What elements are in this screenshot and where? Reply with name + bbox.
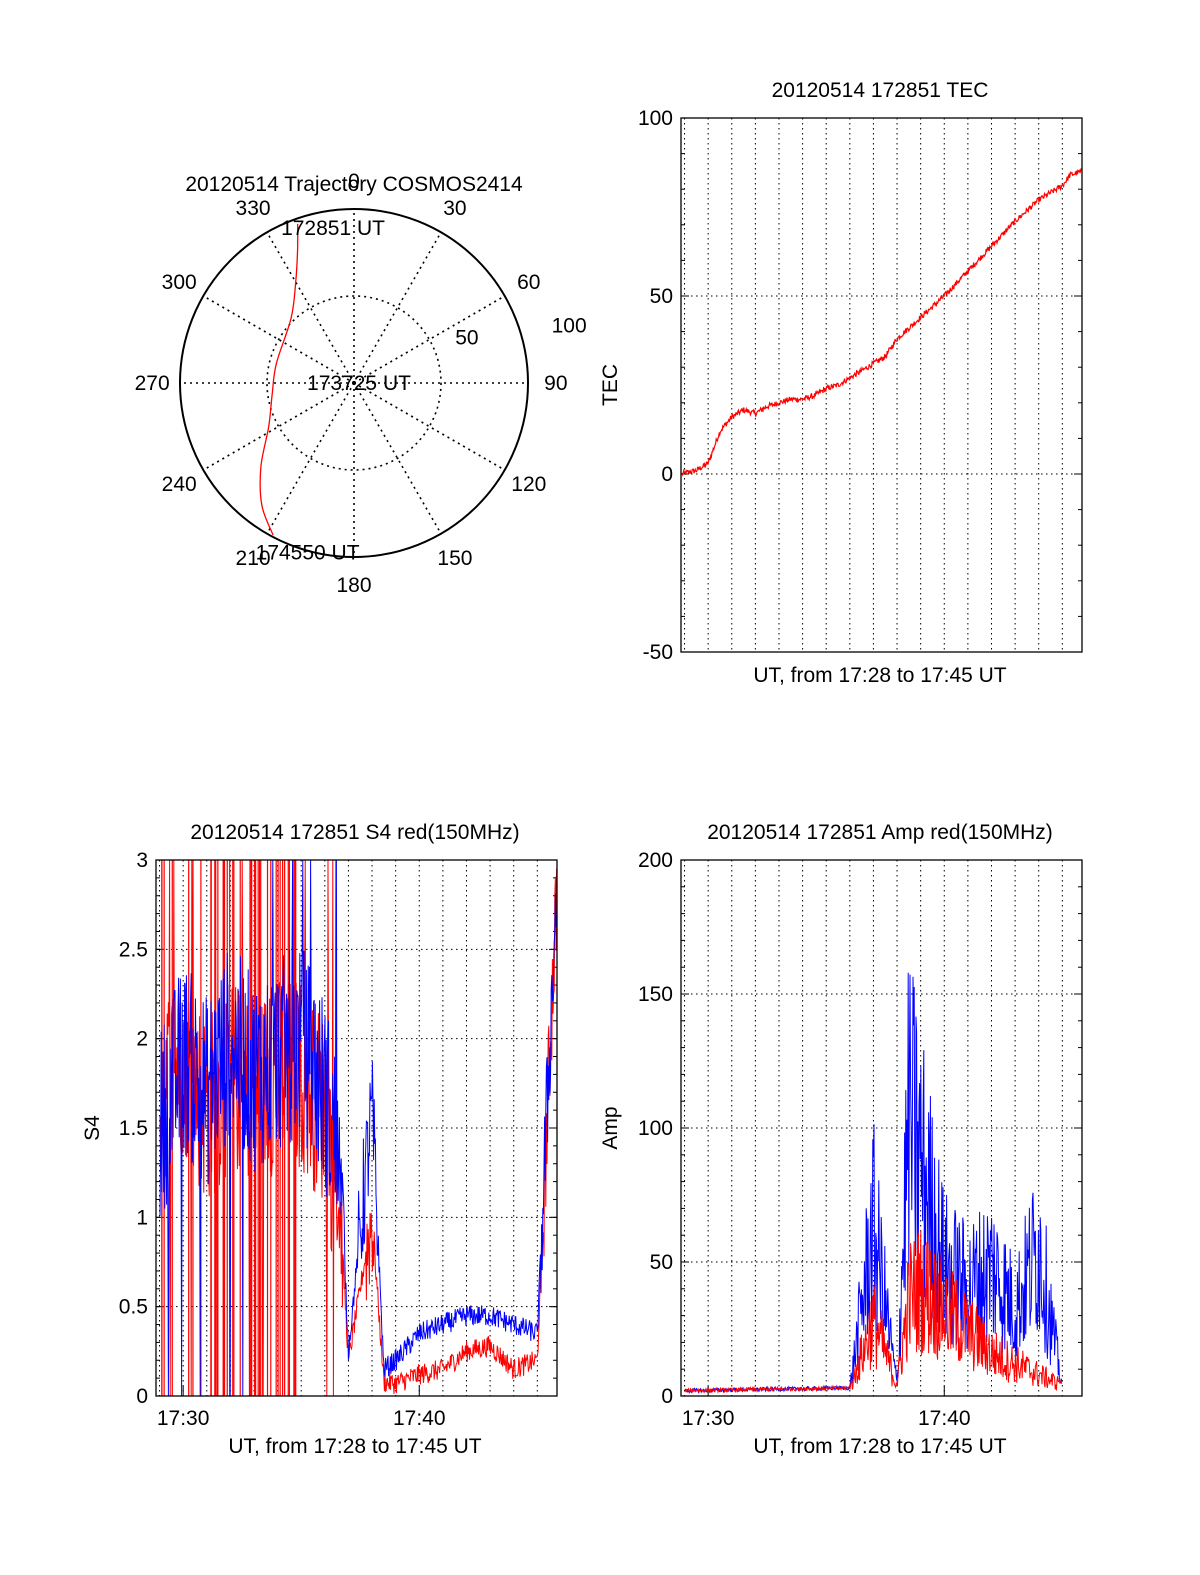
amp-panel: 20120514 172851 Amp red(150MHz) UT, from…: [599, 821, 1083, 1458]
y-tick-label: 200: [638, 849, 673, 872]
amp-xlabel: UT, from 17:28 to 17:45 UT: [753, 1435, 1006, 1458]
trajectory-mid-label: 173725 UT: [307, 372, 411, 395]
polar-spoke: [202, 295, 355, 384]
polar-azimuth-labels: 0 30 60 90 120 150 180 210 240 270 300 330: [135, 170, 568, 597]
polar-ring-labels: 50 100: [455, 314, 586, 349]
plot-frame: [155, 859, 558, 1397]
trajectory-end-label: 174550 UT: [256, 541, 360, 564]
y-tick-label: 1: [136, 1206, 148, 1229]
azimuth-label: 30: [443, 197, 466, 220]
azimuth-label: 240: [162, 473, 197, 496]
azimuth-label: 300: [162, 271, 197, 294]
x-tick-label: 17:40: [393, 1407, 446, 1430]
tec-panel: 20120514 172851 TEC UT, from 17:28 to 17…: [599, 79, 1083, 687]
polar-title: 20120514 Trajectory COSMOS2414: [185, 173, 523, 196]
amp-series-line: [684, 1230, 1063, 1394]
amp-title: 20120514 172851 Amp red(150MHz): [707, 821, 1053, 844]
y-tick-label: 150: [638, 983, 673, 1006]
y-tick-label: 0: [661, 463, 673, 486]
azimuth-label: 180: [336, 574, 371, 597]
x-tick-label: 17:30: [157, 1407, 210, 1430]
amp-ylabel: Amp: [599, 1106, 622, 1149]
azimuth-label: 330: [236, 197, 271, 220]
polar-grid: [180, 209, 528, 557]
azimuth-label: 270: [135, 372, 170, 395]
s4-ylabel: S4: [81, 1115, 104, 1141]
s4-series-line: [159, 859, 558, 1397]
plot-frame: [680, 117, 1083, 653]
tec-series-line: [681, 168, 1082, 477]
x-tick-label: 17:30: [682, 1407, 735, 1430]
azimuth-label: 90: [544, 372, 567, 395]
s4-panel: 20120514 172851 S4 red(150MHz) UT, from …: [81, 821, 558, 1458]
s4-xlabel: UT, from 17:28 to 17:45 UT: [228, 1435, 481, 1458]
polar-spoke: [266, 231, 355, 384]
polar-ring-50: [266, 295, 442, 471]
trajectory-line: [259, 223, 299, 536]
tec-title: 20120514 172851 TEC: [772, 79, 989, 102]
polar-spoke: [202, 382, 355, 471]
grid: [681, 860, 1082, 1396]
y-tick-label: 0: [661, 1385, 673, 1408]
amp-series-line: [684, 972, 1063, 1394]
ring-label-50: 50: [455, 326, 478, 349]
polar-trajectory-panel: 20120514 Trajectory COSMOS2414 0 30 60 90 12…: [135, 170, 587, 597]
polar-spoke: [353, 231, 442, 384]
x-tick-label: 17:40: [918, 1407, 971, 1430]
y-tick-label: 50: [650, 1251, 673, 1274]
azimuth-label: 0: [348, 170, 360, 193]
polar-outer-circle: [179, 208, 529, 558]
y-tick-label: 100: [638, 107, 673, 130]
polar-spoke: [353, 295, 506, 384]
y-tick-label: 0: [136, 1385, 148, 1408]
y-tick-label: 3: [136, 849, 148, 872]
y-tick-label: -50: [643, 641, 673, 664]
y-tick-label: 2: [136, 1028, 148, 1051]
grid: [681, 118, 1082, 652]
azimuth-label: 120: [511, 473, 546, 496]
polar-spoke: [353, 382, 442, 535]
y-tick-label: 2.5: [119, 938, 148, 961]
polar-spoke: [266, 382, 355, 535]
trajectory-start-label: 172851 UT: [281, 217, 385, 240]
azimuth-label: 150: [437, 547, 472, 570]
azimuth-label: 210: [236, 547, 271, 570]
azimuth-label: 60: [517, 271, 540, 294]
polar-spoke: [353, 382, 506, 471]
y-tick-label: 0.5: [119, 1296, 148, 1319]
plot-frame: [680, 859, 1083, 1397]
y-tick-label: 50: [650, 285, 673, 308]
ring-label-100: 100: [552, 314, 587, 337]
y-tick-label: 100: [638, 1117, 673, 1140]
y-tick-label: 1.5: [119, 1117, 148, 1140]
tec-ylabel: TEC: [599, 364, 622, 406]
s4-title: 20120514 172851 S4 red(150MHz): [190, 821, 519, 844]
tec-xlabel: UT, from 17:28 to 17:45 UT: [753, 664, 1006, 687]
s4-series-line: [159, 859, 558, 1397]
